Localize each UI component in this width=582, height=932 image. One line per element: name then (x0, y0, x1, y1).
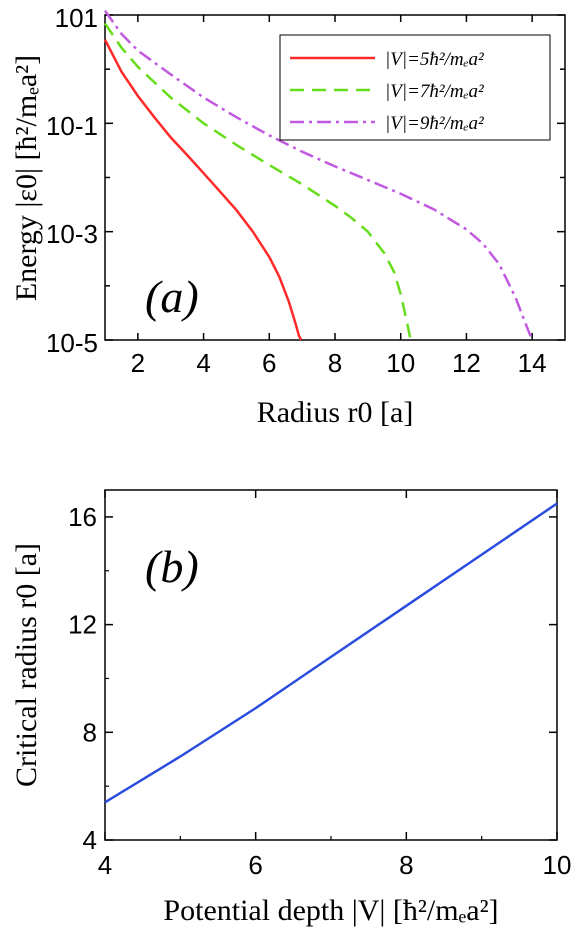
y-tick-label-a-1e-3: 10-3 (46, 219, 98, 249)
legend-label-1: |V|=5ħ²/mₑa² (385, 49, 484, 70)
series-line-a-1 (103, 39, 303, 341)
x-tick-label-a-8: 8 (328, 348, 342, 378)
x-tick-label-a-2: 2 (131, 348, 145, 378)
x-axis-label-a: Radius r0 [a] (257, 396, 414, 429)
panel-b: 4 6 8 10 4 8 12 16 (b) Potential depth |V| [ħ²/… (10, 489, 571, 927)
y-tick-label-b-16: 16 (68, 502, 97, 532)
legend-label-3: |V|=9ħ²/mₑa² (385, 113, 484, 134)
x-tick-label-b-8: 8 (399, 850, 413, 880)
x-tick-label-a-4: 4 (196, 348, 210, 378)
curves-b (104, 502, 558, 804)
legend-label-2: |V|=7ħ²/mₑa² (385, 81, 484, 102)
y-tick-label-b-4: 4 (83, 825, 97, 855)
x-tick-label-a-10: 10 (386, 348, 415, 378)
legend-a: |V|=5ħ²/mₑa² |V|=7ħ²/mₑa² |V|=9ħ²/mₑa² (279, 34, 551, 141)
panel-label-a: (a) (145, 271, 199, 322)
y-axis-label-b: Critical radius r0 [a] (10, 543, 43, 787)
curves-a (103, 9, 534, 341)
panel-a: 2 4 6 8 10 12 14 (a) |V|=5ħ²/mₑa² |V|=7ħ²/mₑa²… (10, 3, 566, 429)
ticks-b: 4 6 8 10 4 8 12 16 (68, 490, 571, 880)
x-tick-label-a-6: 6 (262, 348, 276, 378)
x-tick-label-b-4: 4 (98, 850, 112, 880)
panel-label-b: (b) (145, 541, 199, 592)
y-tick-label-a-1e-5: 10-5 (46, 328, 98, 358)
x-ticks-a: 2 4 6 8 10 12 14 (105, 14, 565, 378)
series-line-b-1 (104, 502, 558, 804)
y-tick-label-a-1e-1: 10-1 (46, 111, 98, 141)
series-line-a-2 (103, 22, 412, 341)
x-tick-label-a-14: 14 (518, 348, 547, 378)
x-tick-label-a-12: 12 (452, 348, 481, 378)
y-tick-label-b-8: 8 (83, 717, 97, 747)
series-line-a-3 (103, 9, 534, 341)
x-tick-label-b-6: 6 (248, 850, 262, 880)
y-tick-label-a-1e1: 101 (55, 3, 98, 33)
y-axis-label-a: Energy |ε0| [ħ²/mₑa²] (10, 55, 43, 301)
y-tick-label-b-12: 12 (68, 610, 97, 640)
x-tick-label-b-10: 10 (543, 850, 572, 880)
x-axis-label-b: Potential depth |V| [ħ²/mₑa²] (163, 894, 498, 927)
